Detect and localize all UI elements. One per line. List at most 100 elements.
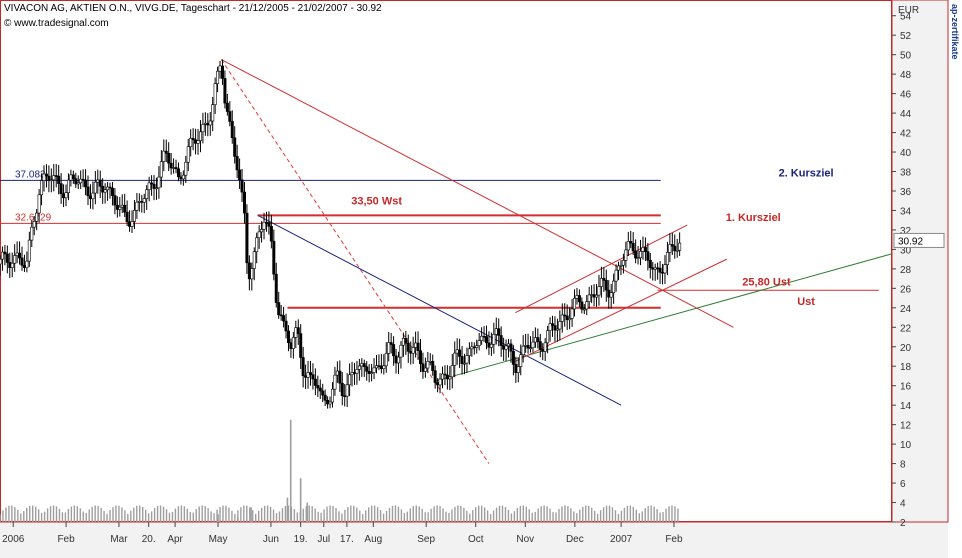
y-tick-label: 8 (900, 460, 906, 471)
candle-body (301, 357, 305, 377)
x-tick-label: Jun (263, 534, 279, 545)
candle-body (372, 367, 376, 373)
chart-source: © www.tradesignal.com (4, 18, 109, 29)
candle-body (504, 345, 508, 350)
candle-body (485, 336, 489, 344)
candle-body (643, 246, 647, 252)
candle-body (194, 139, 198, 144)
last-price-label: 30.92 (898, 236, 923, 247)
y-tick-label: 12 (900, 421, 912, 432)
candle-body (13, 255, 17, 264)
candle-body (563, 314, 567, 317)
candle-body (463, 362, 467, 365)
candle-body (436, 382, 440, 386)
trend-line (221, 59, 734, 328)
level-label: 32.6729 (15, 212, 52, 223)
candle-body (118, 206, 122, 210)
candle-body (3, 251, 7, 255)
candle-body (607, 289, 611, 298)
trend-line (257, 214, 622, 406)
candle-body (123, 204, 127, 213)
x-tick-label: 19. (294, 534, 308, 545)
candle-body (494, 328, 498, 335)
y-tick-label: 30 (900, 245, 912, 256)
y-tick-label: 26 (900, 284, 912, 295)
candle-body (159, 161, 163, 178)
candle-body (179, 176, 183, 180)
candle-body (184, 161, 188, 176)
candle-body (443, 373, 447, 376)
candle-body (492, 334, 496, 345)
candle-body (279, 314, 283, 317)
candle-body (328, 401, 332, 405)
y-tick-label: 18 (900, 362, 912, 373)
candle-body (599, 278, 603, 287)
candle-body (497, 328, 501, 336)
candle-body (247, 262, 251, 280)
candle-body (416, 342, 420, 351)
candle-body (186, 146, 190, 163)
candle-body (626, 241, 630, 251)
y-tick-label: 2 (900, 518, 906, 529)
candle-body (106, 186, 110, 191)
candle-body (609, 292, 613, 298)
candle-body (548, 323, 552, 331)
candle-body (304, 375, 308, 378)
candle-body (174, 167, 178, 170)
x-tick-label: Dec (566, 534, 584, 545)
candle-body (499, 335, 503, 346)
y-tick-label: 46 (900, 90, 912, 101)
candle-body (140, 201, 144, 203)
candle-body (145, 189, 149, 199)
candle-body (262, 221, 266, 230)
candle-body (648, 259, 652, 268)
candle-body (162, 150, 166, 162)
candle-body (152, 183, 156, 189)
candle-body (196, 140, 200, 144)
candle-body (113, 195, 117, 206)
candle-body (238, 169, 242, 181)
y-tick-label: 42 (900, 129, 912, 140)
candle-body (480, 335, 484, 341)
x-tick-label: Oct (468, 534, 484, 545)
candle-body (541, 349, 545, 352)
candle-body (448, 376, 452, 380)
candle-body (472, 346, 476, 349)
candle-body (365, 366, 369, 372)
candle-body (521, 345, 525, 355)
candle-body (570, 308, 574, 319)
candle-body (340, 382, 344, 396)
candle-body (604, 280, 608, 291)
candle-body (514, 364, 518, 373)
candle-body (475, 345, 479, 348)
candle-body (646, 251, 650, 261)
candle-body (433, 370, 437, 383)
y-tick-label: 22 (900, 323, 912, 334)
candle-body (62, 193, 66, 199)
candle-body (631, 242, 635, 252)
y-tick-label: 20 (900, 343, 912, 354)
candle-body (489, 343, 493, 348)
candle-body (587, 294, 591, 302)
candle-body (0, 251, 4, 260)
y-tick-label: 40 (900, 148, 912, 159)
candle-body (558, 321, 562, 330)
candle-body (575, 295, 579, 299)
candle-body (384, 353, 388, 367)
candle-body (282, 315, 286, 322)
candle-body (543, 342, 547, 352)
candle-body (216, 70, 220, 84)
candle-body (218, 65, 222, 72)
trend-line (515, 258, 728, 362)
candle-body (313, 378, 317, 386)
candle-body (257, 231, 261, 239)
y-tick-label: 44 (900, 109, 912, 120)
candle-body (612, 280, 616, 294)
candle-body (617, 265, 621, 271)
candle-body (455, 349, 459, 354)
candle-body (79, 178, 83, 184)
candle-body (142, 198, 146, 203)
candle-body (318, 387, 322, 392)
candle-body (208, 120, 212, 126)
